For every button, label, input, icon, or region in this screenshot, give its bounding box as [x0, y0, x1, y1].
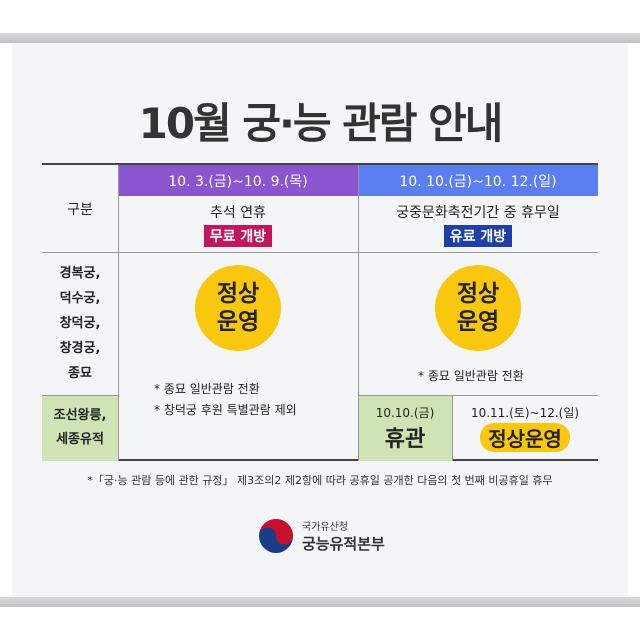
closed-status: 휴관 — [384, 426, 426, 452]
header-label: 구분 — [67, 201, 93, 218]
site-label: 조선왕릉, — [53, 408, 107, 423]
period1-desc-cell: 추석 연휴 무료 개방 — [118, 196, 358, 252]
footnote: *「궁·능 관람 등에 관한 규정」 제3조의2 제2항에 따라 공휴일 공개한… — [87, 474, 553, 487]
closed-date: 10.10.(금) — [375, 405, 435, 420]
site-label: 덕수궁, — [59, 291, 101, 306]
period1-notes: * 종묘 일반관람 전환 * 창덕궁 후원 특별관람 제외 — [154, 379, 297, 421]
period2-header: 10. 10.(금)~10. 12.(일) — [358, 165, 598, 196]
org-top: 국가유산청 — [302, 522, 348, 533]
period2-desc: 궁중문화축전기간 중 휴무일 — [396, 204, 560, 221]
period1-status-cell: 정상 운영 — [118, 265, 358, 365]
period1-header: 10. 3.(금)~10. 9.(목) — [118, 165, 358, 196]
paid-open-badge: 유료 개방 — [443, 224, 513, 247]
schedule-table: 10. 3.(금)~10. 9.(목) 10. 10.(금)~10. 12.(일… — [42, 163, 598, 461]
scroll-rod-top — [0, 33, 640, 43]
period2-note: * 종묘 일반관람 전환 — [418, 369, 524, 383]
group2-label: 조선왕릉, 세종유적 — [42, 395, 118, 461]
open-date: 10.11.(토)~12.(일) — [470, 406, 580, 420]
org-main: 궁능유적본부 — [302, 535, 385, 553]
free-open-badge: 무료 개방 — [203, 224, 273, 247]
period1-desc: 추석 연휴 — [210, 204, 266, 221]
status-text: 운영 — [456, 309, 500, 335]
closed-cell: 10.10.(금) 휴관 — [358, 395, 452, 461]
status-text: 정상 — [456, 281, 500, 307]
open-status: 정상운영 — [480, 423, 570, 452]
period2-status-cell: 정상 운영 — [358, 265, 598, 365]
poster — [12, 40, 628, 602]
period2-desc-cell: 궁중문화축전기간 중 휴무일 유료 개방 — [358, 196, 598, 252]
page-title: 10월 궁·능 관람 안내 — [138, 99, 504, 148]
site-label: 경복궁, — [59, 266, 101, 281]
site-label: 창경궁, — [59, 341, 101, 356]
status-text: 운영 — [216, 309, 260, 335]
scroll-rod-bottom — [0, 597, 640, 607]
open-cell: 10.11.(토)~12.(일) 정상운영 — [452, 395, 598, 461]
site-label: 창덕궁, — [59, 316, 101, 331]
site-label: 세종유적 — [56, 432, 104, 447]
normal-operation-circle: 정상 운영 — [435, 265, 521, 351]
normal-operation-circle: 정상 운영 — [195, 265, 281, 351]
logo: 국가유산청 궁능유적본부 — [258, 518, 385, 554]
site-label: 종묘 — [68, 366, 92, 381]
taegeuk-icon — [259, 519, 293, 553]
note: * 창덕궁 후원 특별관람 제외 — [154, 403, 297, 417]
note: * 종묘 일반관람 전환 — [154, 382, 260, 396]
group1-label: 경복궁, 덕수궁, 창덕궁, 창경궁, 종묘 — [42, 252, 118, 395]
status-text: 정상 — [216, 281, 260, 307]
